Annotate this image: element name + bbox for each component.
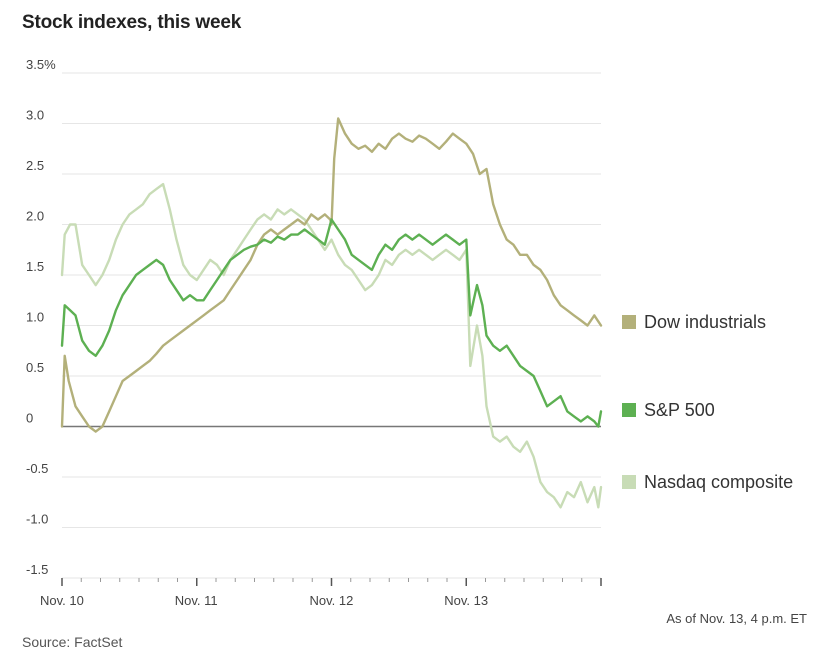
y-tick-label: 1.0: [26, 310, 44, 325]
legend-label: Nasdaq composite: [644, 472, 793, 492]
y-tick-label: 0: [26, 411, 33, 426]
legend-label: S&P 500: [644, 400, 715, 420]
as-of-note: As of Nov. 13, 4 p.m. ET: [666, 611, 807, 626]
legend-label: Dow industrials: [644, 312, 766, 332]
y-axis-ticks: -1.5 -1.0 -0.5 0 0.5 1.0 1.5 2.0 2.5 3.0 3.5%: [26, 57, 56, 577]
legend-swatch: [622, 403, 636, 417]
y-tick-label: 3.0: [26, 108, 44, 123]
y-tick-label: 2.0: [26, 209, 44, 224]
source-note: Source: FactSet: [22, 634, 123, 650]
x-axis-ticks: Nov. 10 Nov. 11 Nov. 12 Nov. 13: [40, 578, 602, 608]
y-tick-label: 2.5: [26, 158, 44, 173]
nasdaq-composite-line: [60, 182, 603, 509]
y-tick-label: -0.5: [26, 461, 48, 476]
y-tick-label: -1.0: [26, 512, 48, 527]
legend: Dow industrials S&P 500 Nasdaq composite: [622, 312, 793, 492]
s-p-500-line: [60, 218, 603, 428]
chart-title: Stock indexes, this week: [22, 12, 242, 33]
x-tick-label: Nov. 12: [310, 593, 354, 608]
x-tick-label: Nov. 11: [175, 593, 218, 608]
y-tick-label: 0.5: [26, 360, 44, 375]
y-tick-label: -1.5: [26, 562, 48, 577]
legend-swatch: [622, 475, 636, 489]
y-tick-label: 3.5%: [26, 57, 56, 72]
series-lines: [60, 117, 603, 509]
legend-swatch: [622, 315, 636, 329]
grid-lines: [62, 72, 601, 579]
y-tick-label: 1.5: [26, 259, 44, 274]
x-tick-label: Nov. 13: [444, 593, 488, 608]
x-tick-label: Nov. 10: [40, 593, 84, 608]
